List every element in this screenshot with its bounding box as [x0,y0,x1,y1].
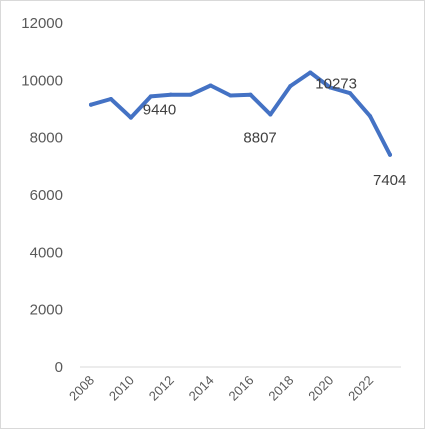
data-point [208,83,213,88]
y-tick-label: 0 [55,359,63,376]
series-line [89,70,392,157]
y-tick-label: 8000 [30,130,63,147]
data-point [368,114,373,119]
x-tick-label: 2016 [226,373,257,404]
data-point [148,94,153,99]
data-point [288,84,293,89]
y-tick-label: 12000 [21,15,63,32]
series-layer [89,70,392,157]
x-axis-ticks: 2008 2010 2012 2014 2016 2018 2020 2022 [66,373,376,404]
y-tick-label: 4000 [30,244,63,261]
data-point [328,85,333,90]
data-label: 7404 [373,172,406,189]
data-labels: 9440 8807 10273 7404 [143,76,407,189]
x-tick-label: 2014 [186,373,217,404]
data-point [168,92,173,97]
x-tick-label: 2020 [305,373,336,404]
data-point [89,102,93,107]
y-axis-ticks: 0 2000 4000 6000 8000 10000 12000 [21,15,63,376]
x-tick-label: 2010 [106,373,137,404]
data-point [228,93,233,98]
data-point [388,152,392,157]
y-tick-label: 6000 [30,187,63,204]
data-point [248,92,253,97]
data-point [268,112,273,117]
data-label: 9440 [143,101,176,118]
data-point [348,91,353,96]
y-tick-label: 10000 [21,72,63,89]
x-tick-label: 2018 [265,373,296,404]
data-point [128,115,133,120]
data-point [308,70,313,75]
data-label: 10273 [315,76,357,93]
y-tick-label: 2000 [30,302,63,319]
data-point [188,92,193,97]
data-label: 8807 [243,130,276,147]
data-point [108,96,113,101]
x-tick-label: 2012 [146,373,177,404]
x-tick-label: 2008 [66,373,97,404]
x-tick-label: 2022 [345,373,376,404]
